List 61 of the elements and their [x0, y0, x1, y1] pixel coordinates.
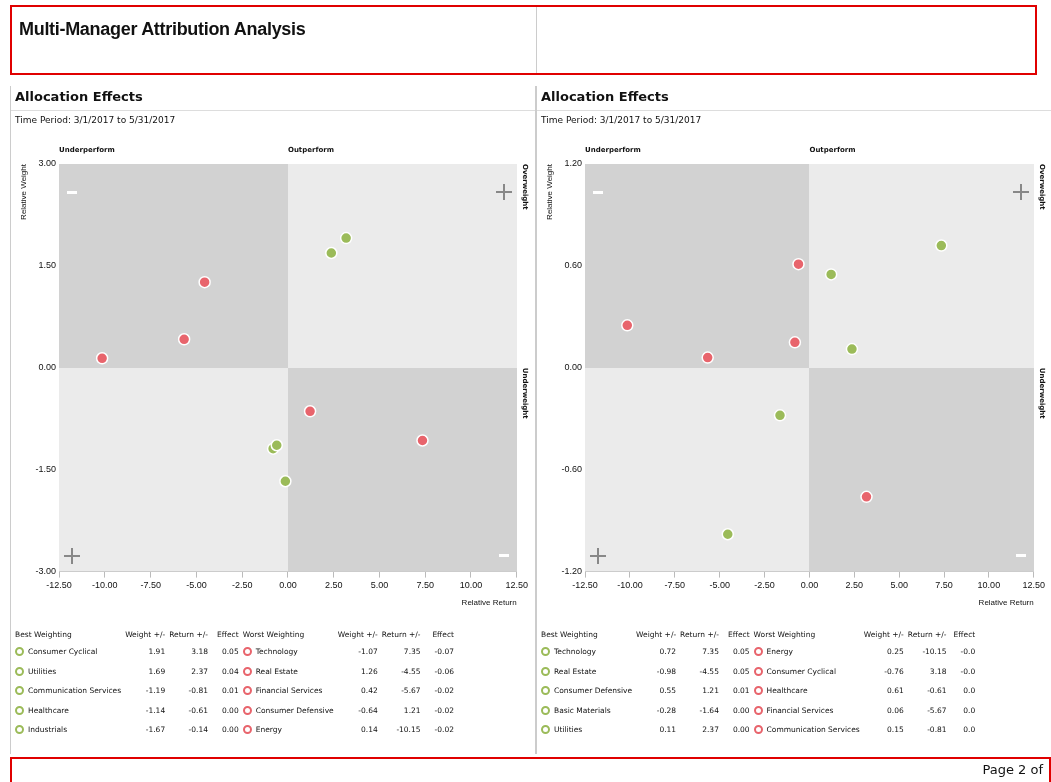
- x-tick-label: 7.50: [935, 580, 953, 591]
- point: [339, 231, 353, 245]
- x-axis-title: Relative Return: [978, 598, 1034, 608]
- x-tick-label: -2.50: [754, 580, 775, 591]
- x-tick-label: 0.00: [800, 580, 819, 591]
- x-tick-label: -5.00: [186, 580, 207, 591]
- y-tick-label: 1.50: [38, 260, 57, 271]
- y-tick-label: -0.60: [561, 464, 583, 475]
- point: [788, 336, 802, 349]
- point: [270, 438, 284, 452]
- x-tick-label: 10.00: [977, 580, 1001, 591]
- point: [177, 333, 191, 346]
- point: [824, 268, 838, 281]
- chart-subtitle: Time Period: 3/1/2017 to 5/31/2017: [15, 115, 176, 125]
- point: [95, 352, 109, 365]
- text: Multi-Manager Attribution Analysis: [19, 19, 306, 40]
- text: Page 2 of: [982, 762, 1043, 777]
- x-tick-label: -7.50: [664, 580, 686, 591]
- point: [773, 409, 787, 422]
- chart-title: Allocation Effects: [15, 89, 143, 104]
- x-tick-label: 12.50: [1022, 580, 1045, 591]
- x-tick-label: -2.50: [231, 580, 253, 591]
- x-tick-label: -10.00: [617, 580, 643, 591]
- x-tick-label: -12.50: [572, 580, 598, 591]
- point: [935, 239, 948, 252]
- point: [845, 342, 859, 356]
- point: [860, 490, 873, 504]
- x-axis-title: Relative Return: [461, 598, 517, 608]
- point: [721, 527, 735, 541]
- x-tick-label: 5.00: [890, 580, 908, 591]
- x-tick-label: -7.50: [140, 580, 161, 591]
- chart-title: Allocation Effects: [541, 89, 669, 104]
- point: [701, 351, 714, 364]
- point: [416, 434, 429, 447]
- y-tick-label: 1.20: [564, 158, 583, 169]
- point: [792, 257, 805, 271]
- x-tick-label: 2.50: [324, 580, 343, 591]
- y-tick-label: -1.50: [35, 464, 57, 475]
- y-tick-label: 3.00: [38, 158, 57, 169]
- point: [621, 319, 634, 332]
- x-tick-label: 10.00: [459, 580, 483, 591]
- y-tick-label: -3.00: [35, 566, 57, 577]
- x-tick-label: -5.00: [709, 580, 730, 591]
- x-tick-label: 7.50: [416, 580, 434, 591]
- x-tick-label: -12.50: [46, 580, 72, 591]
- x-tick-label: 12.50: [505, 580, 528, 591]
- y-axis-title: Relative Weight: [19, 163, 28, 220]
- point: [198, 275, 211, 289]
- y-tick-label: 0.60: [564, 260, 583, 271]
- x-tick-label: 5.00: [370, 580, 389, 591]
- chart-subtitle: Time Period: 3/1/2017 to 5/31/2017: [541, 115, 702, 125]
- y-tick-label: 0.00: [564, 362, 583, 373]
- y-axis-title: Relative Weight: [545, 163, 554, 220]
- x-tick-label: -10.00: [92, 580, 118, 591]
- point: [303, 405, 317, 418]
- x-tick-label: 2.50: [845, 580, 864, 591]
- y-tick-label: 0.00: [38, 362, 57, 373]
- x-tick-label: 0.00: [279, 580, 297, 591]
- point: [279, 475, 292, 488]
- point: [325, 246, 338, 260]
- y-tick-label: -1.20: [561, 566, 583, 577]
